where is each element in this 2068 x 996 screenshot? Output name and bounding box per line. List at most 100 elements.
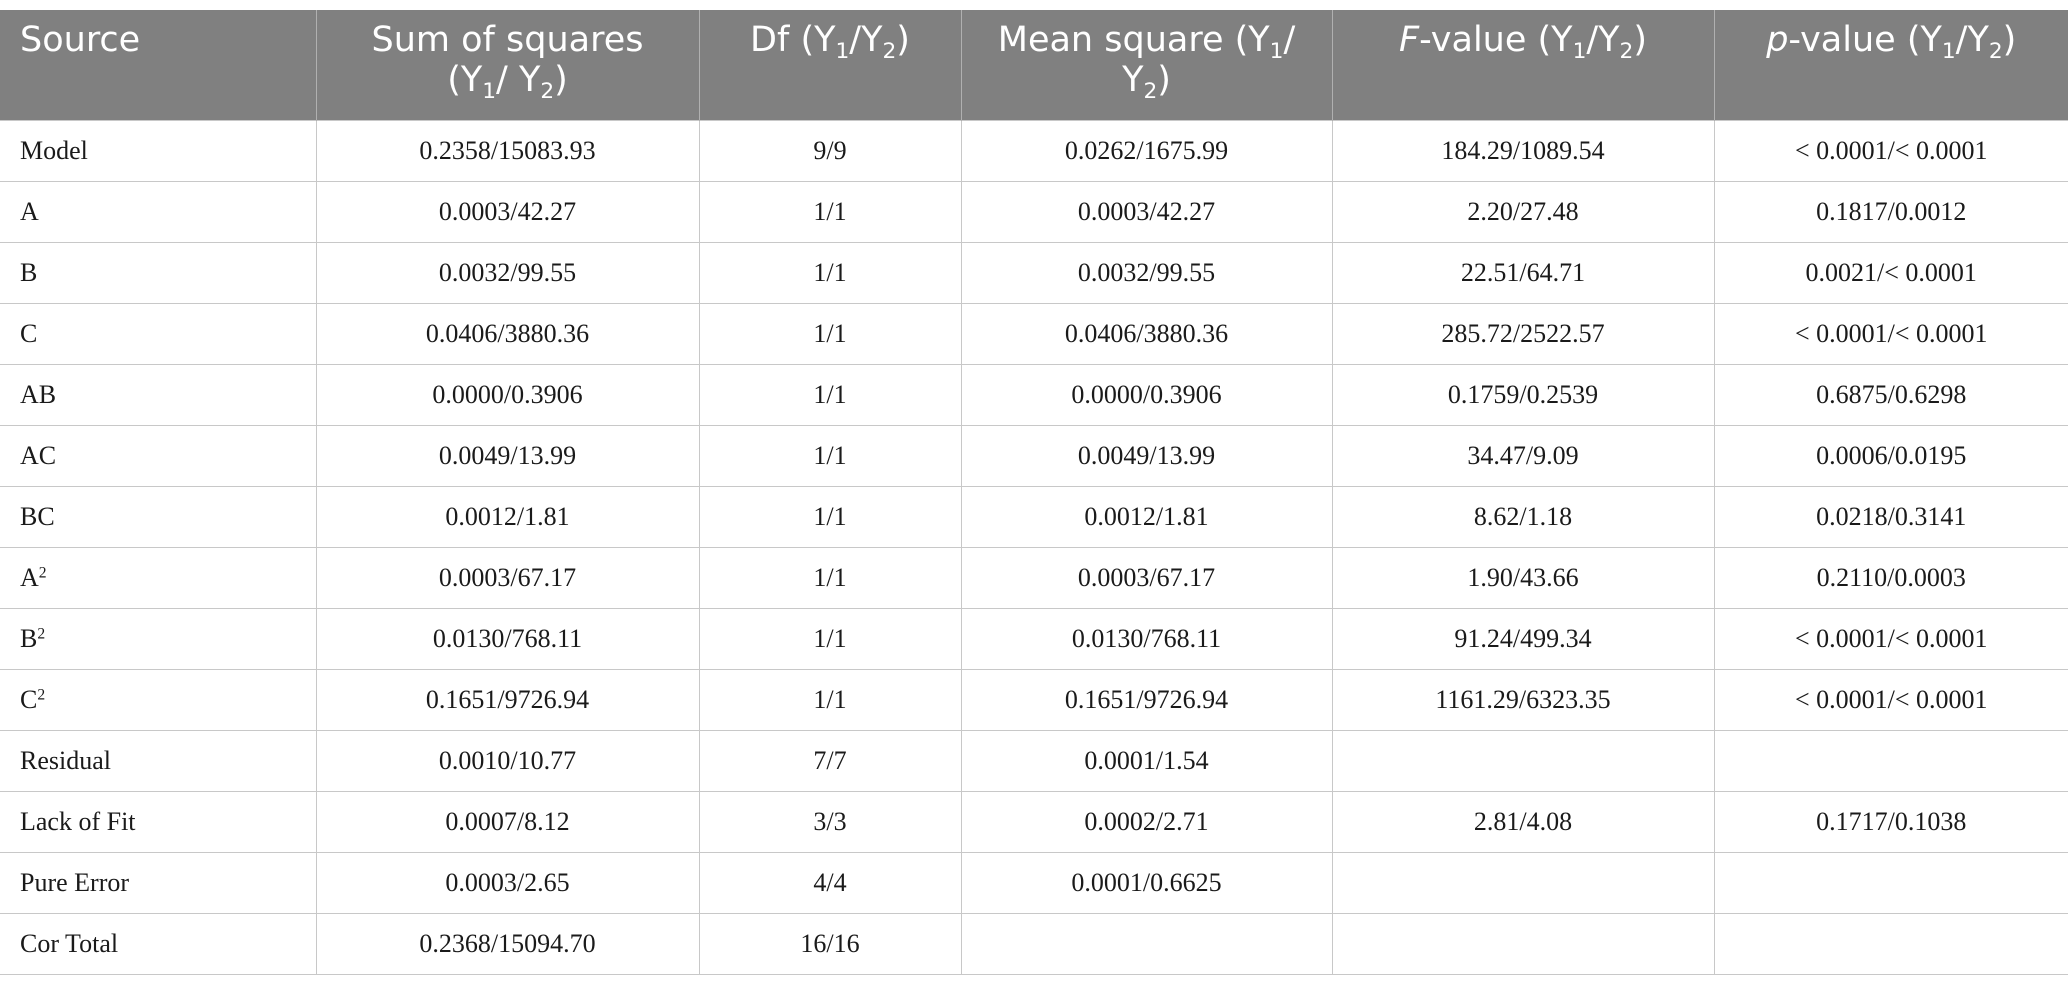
cell-source: Cor Total <box>0 912 317 975</box>
cell-df: 1/1 <box>698 180 962 243</box>
cell-f-value: 34.47/9.09 <box>1331 424 1715 487</box>
cell-sum-of-squares: 0.0003/2.65 <box>315 851 700 914</box>
cell-f-value: 8.62/1.18 <box>1331 485 1715 548</box>
cell-f-value: 285.72/2522.57 <box>1331 302 1715 365</box>
cell-df: 1/1 <box>698 424 962 487</box>
cell-f-value: 0.1759/0.2539 <box>1331 363 1715 426</box>
cell-p-value: 0.1817/0.0012 <box>1713 180 2068 243</box>
table-row: Residual 0.0010/10.77 7/7 0.0001/1.54 <box>0 729 2068 792</box>
cell-p-value: < 0.0001/< 0.0001 <box>1713 607 2068 670</box>
cell-source: AC <box>0 424 317 487</box>
cell-p-value: 0.6875/0.6298 <box>1713 363 2068 426</box>
cell-mean-square: 0.0130/768.11 <box>960 607 1333 670</box>
cell-f-value: 1161.29/6323.35 <box>1331 668 1715 731</box>
table-row: Model 0.2358/15083.93 9/9 0.0262/1675.99… <box>0 119 2068 182</box>
header-mean-square: Mean square (Y1/ Y2) <box>960 10 1332 120</box>
table-row: AC 0.0049/13.99 1/1 0.0049/13.99 34.47/9… <box>0 424 2068 487</box>
table-row: Pure Error 0.0003/2.65 4/4 0.0001/0.6625 <box>0 851 2068 914</box>
table-row: C2 0.1651/9726.94 1/1 0.1651/9726.94 116… <box>0 668 2068 731</box>
cell-p-value: 0.1717/0.1038 <box>1713 790 2068 853</box>
cell-df: 1/1 <box>698 363 962 426</box>
cell-source: AB <box>0 363 317 426</box>
cell-mean-square <box>960 912 1333 975</box>
cell-source: A2 <box>0 546 317 609</box>
cell-p-value: 0.2110/0.0003 <box>1713 546 2068 609</box>
cell-source: B2 <box>0 607 317 670</box>
cell-df: 9/9 <box>698 119 962 182</box>
table-row: B2 0.0130/768.11 1/1 0.0130/768.11 91.24… <box>0 607 2068 670</box>
cell-sum-of-squares: 0.1651/9726.94 <box>315 668 700 731</box>
cell-sum-of-squares: 0.0032/99.55 <box>315 241 700 304</box>
header-p-value: p-value (Y1/Y2) <box>1713 10 2068 120</box>
table-row: B 0.0032/99.55 1/1 0.0032/99.55 22.51/64… <box>0 241 2068 304</box>
cell-sum-of-squares: 0.0010/10.77 <box>315 729 700 792</box>
cell-df: 7/7 <box>698 729 962 792</box>
cell-p-value: 0.0218/0.3141 <box>1713 485 2068 548</box>
cell-df: 1/1 <box>698 302 962 365</box>
table-row: AB 0.0000/0.3906 1/1 0.0000/0.3906 0.175… <box>0 363 2068 426</box>
cell-p-value: < 0.0001/< 0.0001 <box>1713 119 2068 182</box>
table-row: BC 0.0012/1.81 1/1 0.0012/1.81 8.62/1.18… <box>0 485 2068 548</box>
cell-f-value: 2.81/4.08 <box>1331 790 1715 853</box>
cell-mean-square: 0.0003/67.17 <box>960 546 1333 609</box>
cell-f-value <box>1331 851 1715 914</box>
cell-sum-of-squares: 0.2358/15083.93 <box>315 119 700 182</box>
anova-table: Source Sum of squares (Y1/ Y2) Df (Y1/Y2… <box>0 10 2068 975</box>
cell-p-value: 0.0021/< 0.0001 <box>1713 241 2068 304</box>
cell-source: BC <box>0 485 317 548</box>
cell-df: 1/1 <box>698 546 962 609</box>
cell-p-value: < 0.0001/< 0.0001 <box>1713 302 2068 365</box>
cell-source: Model <box>0 119 317 182</box>
cell-p-value: < 0.0001/< 0.0001 <box>1713 668 2068 731</box>
header-df: Df (Y1/Y2) <box>698 10 961 120</box>
cell-mean-square: 0.0012/1.81 <box>960 485 1333 548</box>
cell-f-value: 1.90/43.66 <box>1331 546 1715 609</box>
cell-mean-square: 0.0001/0.6625 <box>960 851 1333 914</box>
cell-sum-of-squares: 0.0406/3880.36 <box>315 302 700 365</box>
cell-sum-of-squares: 0.0000/0.3906 <box>315 363 700 426</box>
table-row: Lack of Fit 0.0007/8.12 3/3 0.0002/2.71 … <box>0 790 2068 853</box>
cell-mean-square: 0.0262/1675.99 <box>960 119 1333 182</box>
cell-sum-of-squares: 0.0003/67.17 <box>315 546 700 609</box>
cell-p-value <box>1713 912 2068 975</box>
cell-sum-of-squares: 0.2368/15094.70 <box>315 912 700 975</box>
table-row: C 0.0406/3880.36 1/1 0.0406/3880.36 285.… <box>0 302 2068 365</box>
cell-source: A <box>0 180 317 243</box>
cell-sum-of-squares: 0.0003/42.27 <box>315 180 700 243</box>
cell-mean-square: 0.1651/9726.94 <box>960 668 1333 731</box>
cell-f-value <box>1331 912 1715 975</box>
table-row: Cor Total 0.2368/15094.70 16/16 <box>0 912 2068 975</box>
cell-p-value: 0.0006/0.0195 <box>1713 424 2068 487</box>
table-row: A2 0.0003/67.17 1/1 0.0003/67.17 1.90/43… <box>0 546 2068 609</box>
cell-sum-of-squares: 0.0012/1.81 <box>315 485 700 548</box>
cell-f-value: 184.29/1089.54 <box>1331 119 1715 182</box>
cell-f-value: 22.51/64.71 <box>1331 241 1715 304</box>
table-row: A 0.0003/42.27 1/1 0.0003/42.27 2.20/27.… <box>0 180 2068 243</box>
cell-f-value <box>1331 729 1715 792</box>
cell-f-value: 91.24/499.34 <box>1331 607 1715 670</box>
cell-source: Pure Error <box>0 851 317 914</box>
cell-source: Lack of Fit <box>0 790 317 853</box>
cell-mean-square: 0.0000/0.3906 <box>960 363 1333 426</box>
cell-sum-of-squares: 0.0130/768.11 <box>315 607 700 670</box>
cell-p-value <box>1713 729 2068 792</box>
cell-df: 1/1 <box>698 668 962 731</box>
cell-mean-square: 0.0003/42.27 <box>960 180 1333 243</box>
cell-mean-square: 0.0002/2.71 <box>960 790 1333 853</box>
cell-df: 4/4 <box>698 851 962 914</box>
cell-sum-of-squares: 0.0049/13.99 <box>315 424 700 487</box>
cell-source: B <box>0 241 317 304</box>
cell-df: 1/1 <box>698 241 962 304</box>
header-row: Source Sum of squares (Y1/ Y2) Df (Y1/Y2… <box>0 10 2068 120</box>
cell-source: C2 <box>0 668 317 731</box>
cell-source: C <box>0 302 317 365</box>
header-source: Source <box>0 10 316 120</box>
cell-df: 3/3 <box>698 790 962 853</box>
cell-mean-square: 0.0049/13.99 <box>960 424 1333 487</box>
cell-mean-square: 0.0032/99.55 <box>960 241 1333 304</box>
cell-f-value: 2.20/27.48 <box>1331 180 1715 243</box>
header-f-value: F-value (Y1/Y2) <box>1331 10 1714 120</box>
cell-p-value <box>1713 851 2068 914</box>
cell-source: Residual <box>0 729 317 792</box>
cell-df: 16/16 <box>698 912 962 975</box>
